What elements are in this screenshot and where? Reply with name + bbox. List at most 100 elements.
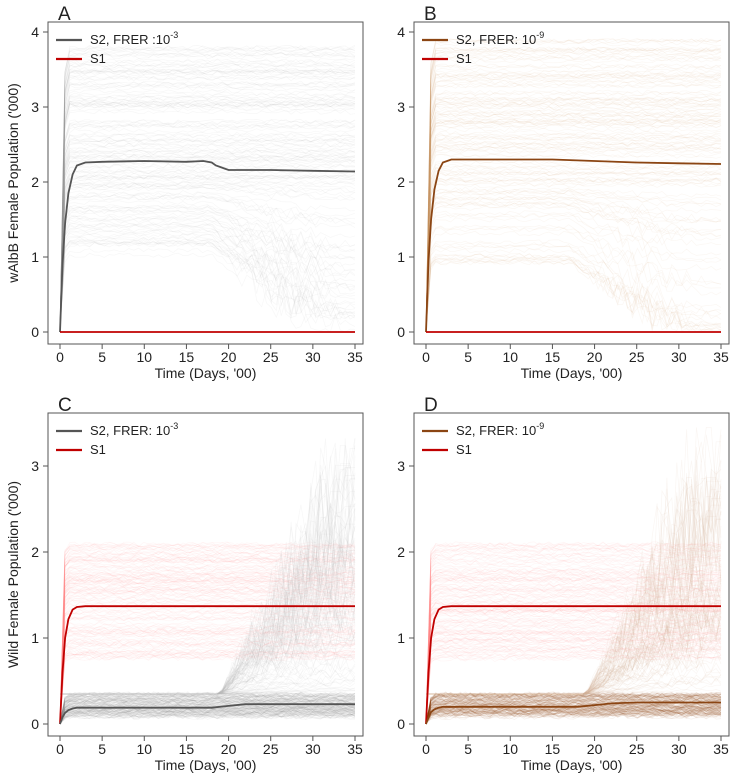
simulation-trace — [425, 95, 722, 332]
simulation-trace — [59, 597, 356, 724]
simulation-trace — [426, 518, 721, 695]
simulation-trace — [59, 52, 356, 333]
simulation-trace — [425, 707, 722, 724]
simulation-trace — [59, 629, 356, 724]
simulation-trace — [59, 713, 356, 724]
simulation-trace — [60, 570, 355, 695]
simulation-trace — [59, 573, 356, 723]
simulation-trace — [59, 710, 356, 724]
simulation-trace — [59, 591, 356, 722]
panel-b: 0 5 10 15 20 25 30 35 0 1 2 3 4 Time (Days, '00) B S2, … — [397, 4, 730, 381]
simulation-trace — [425, 608, 722, 723]
simulation-trace — [425, 588, 722, 725]
simulation-trace — [59, 63, 356, 333]
simulation-trace — [425, 152, 722, 332]
simulation-trace — [425, 597, 722, 725]
simulation-trace — [59, 700, 356, 722]
simulation-trace — [425, 692, 722, 725]
y-axis-title: wAlbB Female Population ('000) — [5, 83, 21, 284]
simulation-trace — [425, 75, 722, 331]
simulation-trace — [425, 109, 722, 333]
simulation-trace — [425, 116, 722, 331]
simulation-trace — [59, 580, 356, 725]
series-line-s2-frer-10-9 — [425, 701, 721, 725]
simulation-trace — [59, 711, 356, 725]
simulation-trace — [60, 467, 355, 695]
simulation-trace — [59, 694, 356, 725]
simulation-trace — [425, 691, 722, 725]
y-tick-label: 2 — [397, 174, 405, 190]
simulation-trace — [59, 692, 356, 725]
simulation-trace — [425, 653, 722, 724]
simulation-trace — [60, 682, 356, 695]
simulation-trace — [425, 636, 722, 725]
simulation-trace — [59, 120, 356, 333]
x-tick-label: 15 — [179, 741, 195, 757]
simulation-trace — [60, 689, 356, 695]
simulation-trace — [425, 706, 722, 722]
simulation-trace — [425, 227, 721, 333]
simulation-trace — [426, 630, 722, 695]
simulation-trace — [60, 516, 356, 695]
simulation-trace — [59, 575, 356, 724]
simulation-trace — [425, 217, 722, 333]
simulation-trace — [60, 564, 356, 695]
simulation-trace — [425, 618, 722, 722]
simulation-trace — [425, 707, 722, 724]
simulation-trace — [426, 649, 721, 695]
simulation-trace — [425, 706, 722, 725]
simulation-trace — [59, 627, 356, 723]
simulation-trace — [425, 616, 722, 725]
simulation-trace — [59, 206, 356, 331]
simulation-trace — [59, 710, 356, 725]
simulation-trace — [59, 653, 356, 725]
simulation-trace — [59, 209, 356, 331]
simulation-trace — [59, 68, 356, 330]
simulation-trace — [60, 503, 356, 695]
simulation-trace — [425, 699, 722, 724]
simulation-trace — [425, 693, 722, 725]
simulation-trace — [425, 544, 722, 725]
simulation-trace — [59, 549, 356, 725]
simulation-trace — [59, 142, 356, 333]
simulation-trace — [59, 47, 356, 333]
simulation-trace — [426, 459, 722, 695]
simulation-trace — [59, 602, 356, 725]
simulation-trace — [59, 44, 356, 331]
simulation-trace — [59, 102, 356, 331]
simulation-trace — [59, 655, 356, 725]
simulation-trace — [59, 62, 356, 330]
panel-letter: C — [58, 395, 72, 416]
simulation-trace — [59, 217, 356, 332]
simulation-trace — [60, 656, 355, 695]
simulation-trace — [425, 712, 722, 725]
simulation-trace — [425, 587, 722, 725]
simulation-trace — [59, 694, 356, 725]
simulation-trace — [59, 708, 356, 724]
simulation-trace — [59, 148, 356, 333]
simulation-trace — [59, 640, 356, 725]
simulation-trace — [59, 74, 356, 332]
simulation-trace — [59, 651, 356, 724]
simulation-trace — [60, 479, 356, 695]
x-tick-label: 10 — [136, 349, 152, 365]
y-tick-label: 1 — [397, 249, 405, 265]
simulation-trace — [60, 559, 356, 695]
simulation-trace — [425, 602, 722, 725]
x-tick-label: 20 — [587, 741, 603, 757]
simulation-trace — [60, 596, 356, 695]
x-tick-label: 25 — [629, 741, 645, 757]
simulation-trace — [59, 691, 356, 724]
y-tick-label: 4 — [31, 24, 39, 40]
simulation-trace — [425, 576, 722, 725]
simulation-trace — [59, 647, 356, 725]
simulation-trace — [59, 83, 356, 333]
simulation-trace — [59, 551, 356, 725]
simulation-trace — [425, 697, 722, 724]
simulation-trace — [59, 241, 356, 333]
simulation-trace — [59, 100, 356, 332]
simulation-trace — [425, 629, 722, 724]
simulation-trace — [60, 504, 355, 695]
simulation-trace — [425, 699, 722, 723]
simulation-trace — [425, 576, 722, 725]
